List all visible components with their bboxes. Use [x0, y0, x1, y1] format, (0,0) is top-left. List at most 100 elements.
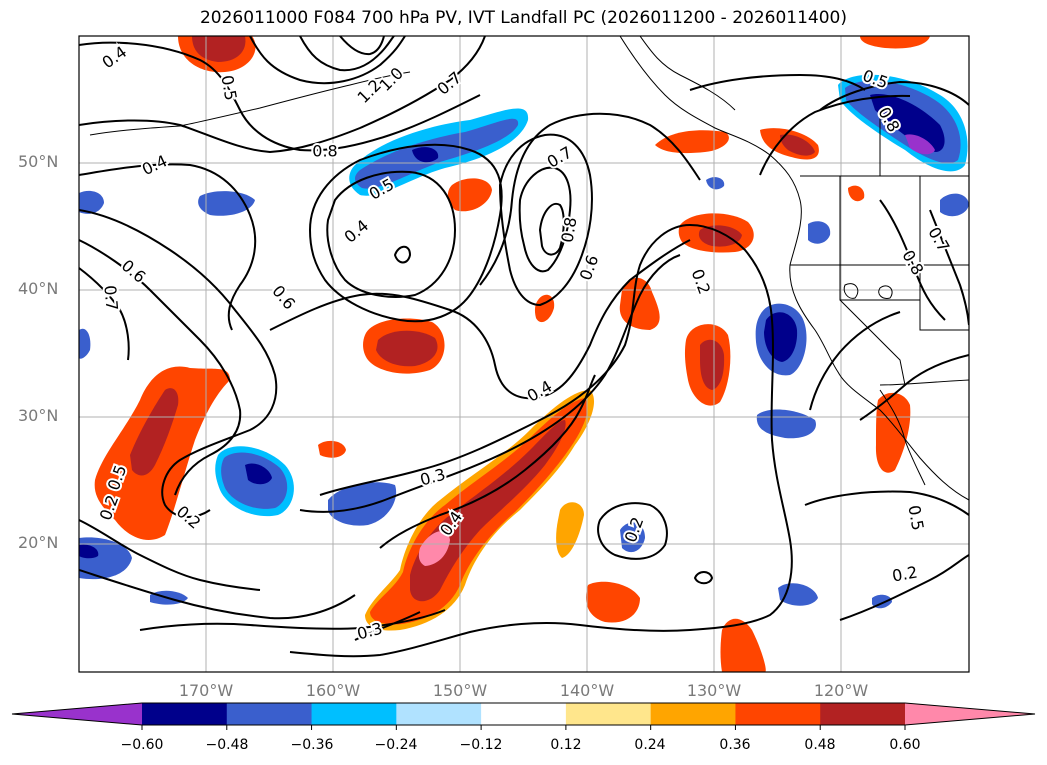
anomaly-positive	[720, 618, 766, 672]
contour-line	[139, 609, 446, 631]
anomaly-positive	[376, 330, 438, 367]
contour-line	[498, 133, 593, 307]
anomaly-positive	[447, 178, 492, 212]
contour-line	[79, 36, 486, 154]
colorbar-tick-label: 0.60	[889, 737, 921, 753]
colorbar-tick-label: 0.36	[719, 737, 751, 753]
contour-line	[693, 571, 714, 585]
colorbar-tick-label: 0.24	[634, 737, 666, 753]
anomaly-negative	[870, 94, 945, 152]
contour-line	[518, 166, 572, 273]
anomaly-positive	[410, 420, 566, 602]
contour-line	[79, 41, 481, 152]
contour-line	[299, 254, 681, 513]
contour-line	[79, 239, 242, 496]
contour-line	[309, 143, 503, 323]
contour-line	[249, 36, 406, 85]
anomaly-positive	[860, 36, 930, 49]
anomaly-positive	[700, 339, 725, 390]
anomaly-negative	[620, 522, 645, 553]
colorbar-segment	[311, 703, 397, 725]
colorbar-tick-label: 0.48	[804, 737, 836, 753]
colorbar-segment	[820, 703, 906, 725]
state-border	[919, 300, 969, 331]
state-border	[839, 299, 906, 386]
contour-line	[393, 245, 412, 264]
anomaly-negative	[905, 134, 935, 155]
contour-line	[379, 374, 596, 549]
contour-line	[879, 199, 946, 321]
anomaly-positive	[130, 388, 179, 476]
colorbar-extend-left	[12, 703, 142, 725]
anomaly-positive	[848, 185, 865, 202]
contour-line	[819, 80, 969, 111]
contour-line	[809, 311, 901, 411]
lon-label-140w: 140°W	[559, 681, 615, 700]
island	[878, 285, 893, 299]
colorbar-tick-label: −0.48	[205, 737, 249, 753]
anomaly-positive	[94, 366, 230, 540]
border-usa-mexico	[879, 379, 969, 386]
anomaly-positive	[585, 581, 640, 623]
anomaly-positive	[418, 531, 450, 566]
lat-label-40n: 40°N	[18, 279, 59, 298]
anomaly-positive	[192, 36, 246, 62]
contour-line	[79, 569, 356, 620]
coastlines	[89, 36, 969, 501]
anomaly-negative	[706, 177, 725, 190]
anomaly-positive	[655, 130, 729, 154]
contour-line	[689, 73, 866, 91]
anomaly-negative	[79, 190, 104, 214]
contour-line	[79, 163, 257, 331]
contour-line	[804, 490, 969, 516]
coastline-gulf-of-california	[879, 389, 926, 486]
anomaly-negative	[79, 544, 99, 559]
lat-label-50n: 50°N	[18, 152, 59, 171]
colorbar-segment	[650, 703, 736, 725]
lon-label-130w: 130°W	[686, 681, 742, 700]
lon-label-170w: 170°W	[178, 681, 234, 700]
colorbar-tick-label: −0.12	[459, 737, 503, 753]
anomaly-negative	[79, 328, 91, 359]
colorbar-segment	[565, 703, 652, 725]
contour-label: 0.7	[100, 284, 121, 311]
contour-line	[299, 36, 395, 72]
anomaly-negative	[245, 463, 272, 485]
graticule	[79, 36, 969, 672]
island	[843, 283, 859, 299]
lon-label-150w: 150°W	[432, 681, 488, 700]
contour-label: 0.2	[891, 562, 919, 585]
contour-line	[79, 209, 278, 518]
lon-label-160w: 160°W	[305, 681, 361, 700]
contour-line	[538, 202, 565, 256]
anomaly-positive	[875, 392, 911, 473]
colorbar-tick-label: −0.24	[374, 737, 418, 753]
colorbar-tick-label: −0.60	[120, 737, 164, 753]
anomaly-negative	[808, 221, 831, 244]
contour-line	[289, 223, 793, 658]
lat-label-30n: 30°N	[18, 406, 59, 425]
anomaly-negative	[412, 147, 439, 163]
coastline-aleutians	[89, 71, 411, 136]
contour-label: 0.8	[312, 142, 337, 161]
contour-line	[326, 170, 457, 298]
anomaly-negative	[328, 482, 397, 526]
colorbar-extend-right	[905, 703, 1035, 725]
contour-line	[839, 554, 969, 621]
lat-label-20n: 20°N	[18, 533, 59, 552]
colorbar	[11, 702, 1036, 730]
contour-line	[269, 239, 691, 400]
contour-line	[79, 519, 261, 591]
anomaly-positive	[780, 134, 815, 156]
contour-line	[339, 36, 385, 56]
anomaly-negative	[940, 193, 969, 217]
colorbar-segment	[226, 703, 313, 725]
state-border	[839, 176, 921, 301]
colorbar-segment	[142, 703, 228, 725]
colorbar-tick-label: −0.36	[290, 737, 334, 753]
contour-line	[354, 611, 421, 641]
coastline-alaska-panhandle	[639, 36, 736, 111]
colorbar-tick-label: 0.12	[550, 737, 582, 753]
anomaly-positive	[698, 225, 742, 247]
